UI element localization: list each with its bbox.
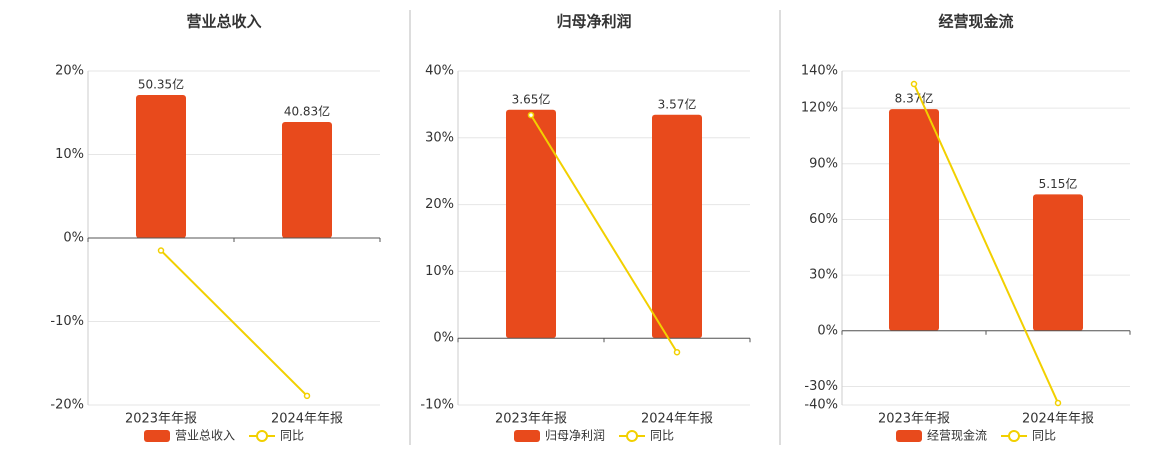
bar xyxy=(889,109,939,331)
y-tick-label: 20% xyxy=(425,197,454,212)
bar xyxy=(1033,194,1083,331)
line xyxy=(913,83,1059,404)
point xyxy=(303,392,311,400)
legend-swatch xyxy=(256,430,269,442)
y-tick-label: 120% xyxy=(801,101,838,116)
bar xyxy=(282,122,332,238)
y-tick-label: 20% xyxy=(55,64,84,79)
legend-swatch xyxy=(514,430,540,442)
legend-label: 同比 xyxy=(650,429,674,443)
legend-label: 归母净利润 xyxy=(545,429,605,443)
y-tick-label: 60% xyxy=(809,212,838,227)
y-tick-label: -20% xyxy=(50,398,84,413)
bar xyxy=(136,94,186,239)
y-tick-label: 30% xyxy=(809,268,838,283)
x-tick-label: 2023年年报 xyxy=(495,412,567,427)
y-tick-label: -30% xyxy=(804,379,838,394)
data-label: 50.35亿 xyxy=(138,76,184,91)
chart-title: 营业总收入 xyxy=(186,13,261,31)
y-tick-label: 10% xyxy=(55,147,84,162)
x-tick-label: 2024年年报 xyxy=(641,412,713,427)
legend-swatch xyxy=(896,430,922,442)
y-tick-label: 40% xyxy=(425,64,454,79)
y-tick-label: -40% xyxy=(804,398,838,413)
x-tick-label: 2023年年报 xyxy=(125,412,197,427)
chart-title: 经营现金流 xyxy=(938,13,1013,31)
legend-swatch xyxy=(144,430,170,442)
legend-swatch xyxy=(1008,430,1021,442)
line xyxy=(160,249,308,397)
point xyxy=(1054,399,1062,407)
y-tick-label: 0% xyxy=(817,323,838,338)
data-label: 8.37亿 xyxy=(895,91,934,106)
legend-label: 经营现金流 xyxy=(927,428,987,443)
point xyxy=(910,80,918,88)
point xyxy=(157,247,165,254)
point xyxy=(673,348,681,356)
y-tick-label: 140% xyxy=(801,64,838,79)
data-label: 40.83亿 xyxy=(284,104,330,119)
data-label: 3.65亿 xyxy=(512,91,551,106)
data-label: 3.57亿 xyxy=(658,96,697,111)
x-tick-label: 2023年年报 xyxy=(878,412,950,427)
y-tick-label: 0% xyxy=(433,331,454,346)
line xyxy=(530,114,678,353)
y-tick-label: -10% xyxy=(420,398,454,413)
legend-swatch xyxy=(626,430,639,442)
y-tick-label: -10% xyxy=(50,314,84,329)
y-tick-label: 0% xyxy=(63,231,84,246)
y-tick-label: 10% xyxy=(425,264,454,279)
bar xyxy=(652,114,702,339)
legend-label: 同比 xyxy=(280,429,304,443)
legend-label: 营业总收入 xyxy=(175,429,235,443)
legend-label: 同比 xyxy=(1032,429,1056,443)
bar xyxy=(506,109,556,339)
x-tick-label: 2024年年报 xyxy=(1022,412,1094,427)
y-tick-label: 30% xyxy=(425,130,454,145)
x-tick-label: 2024年年报 xyxy=(271,412,343,427)
point xyxy=(527,111,535,119)
chart-title: 归母净利润 xyxy=(556,13,631,31)
data-label: 5.15亿 xyxy=(1039,176,1078,191)
y-tick-label: 90% xyxy=(809,156,838,171)
